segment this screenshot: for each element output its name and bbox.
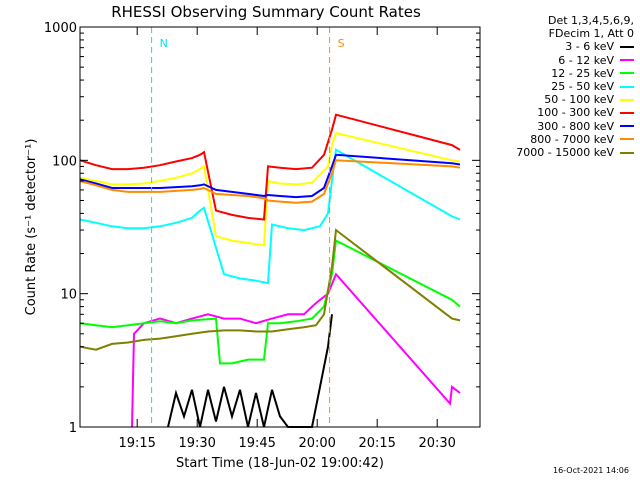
legend-swatch-2: [620, 72, 634, 75]
legend-swatch-5: [620, 112, 634, 115]
y-tick-label-0: 1: [69, 421, 77, 436]
y-tick-label-1: 10: [60, 288, 77, 303]
series-line-5: [79, 113, 461, 221]
x-axis-label: Start Time (18-Jun-02 19:00:42): [176, 456, 384, 471]
series-line-6: [79, 153, 461, 199]
x-tick-label-0: 19:15: [118, 436, 155, 451]
x-tick-label-3: 20:00: [298, 436, 335, 451]
legend-label-3: 25 - 50 keV: [551, 80, 614, 94]
legend-entry-2: 12 - 25 keV: [484, 67, 634, 80]
legend-entry-1: 6 - 12 keV: [484, 54, 634, 67]
legend-label-4: 50 - 100 keV: [544, 93, 614, 107]
annotation-label-1: S: [338, 37, 345, 50]
chart-title: RHESSI Observing Summary Count Rates: [111, 3, 421, 21]
legend-label-6: 300 - 800 keV: [537, 119, 614, 133]
legend-header-1: FDecim 1, Att 0: [548, 27, 634, 41]
timestamp: 16-Oct-2021 14:06: [553, 466, 629, 475]
legend-swatch-1: [620, 59, 634, 62]
x-tick-label-5: 20:30: [418, 436, 455, 451]
legend-swatch-8: [620, 151, 634, 154]
tick-layer: 19:15 19:30 19:45 20:00 20:15 20:30 1 10 100 1000: [44, 21, 480, 451]
legend-entry-4: 50 - 100 keV: [484, 93, 634, 106]
x-tick-label-4: 20:15: [358, 436, 395, 451]
legend-label-7: 800 - 7000 keV: [530, 132, 614, 146]
legend-header-0: Det 1,3,4,5,6,9,: [547, 14, 634, 27]
y-tick-label-2: 100: [52, 154, 77, 169]
plot-frame: [79, 26, 481, 428]
series-layer: [79, 113, 461, 428]
legend-label-1: 6 - 12 keV: [558, 53, 614, 67]
series-line-7: [79, 159, 461, 204]
legend-swatch-0: [620, 46, 634, 48]
y-axis-label: Count Rate (s⁻¹ detector⁻¹): [24, 139, 39, 316]
legend-label-2: 12 - 25 keV: [551, 66, 614, 80]
legend-entry-5: 100 - 300 keV: [484, 106, 634, 119]
x-tick-label-1: 19:30: [178, 436, 215, 451]
legend-entry-6: 300 - 800 keV: [484, 120, 634, 133]
series-line-1: [131, 272, 461, 428]
x-tick-label-2: 19:45: [238, 436, 275, 451]
legend-entry-0: 3 - 6 keV: [484, 40, 634, 53]
legend-label-8: 7000 - 15000 keV: [516, 146, 614, 160]
annotation-label-0: N: [160, 37, 168, 50]
legend-label-0: 3 - 6 keV: [565, 40, 614, 54]
legend-entry-8: 7000 - 15000 keV: [484, 146, 634, 159]
legend-swatch-3: [620, 85, 634, 88]
legend-swatch-6: [620, 125, 634, 128]
series-line-3: [79, 148, 461, 285]
legend-entry-3: 25 - 50 keV: [484, 80, 634, 93]
y-tick-label-3: 1000: [44, 21, 77, 36]
legend-swatch-7: [620, 138, 634, 141]
legend-entry-7: 800 - 7000 keV: [484, 133, 634, 146]
legend-swatch-4: [620, 98, 634, 101]
legend-label-5: 100 - 300 keV: [537, 106, 614, 120]
